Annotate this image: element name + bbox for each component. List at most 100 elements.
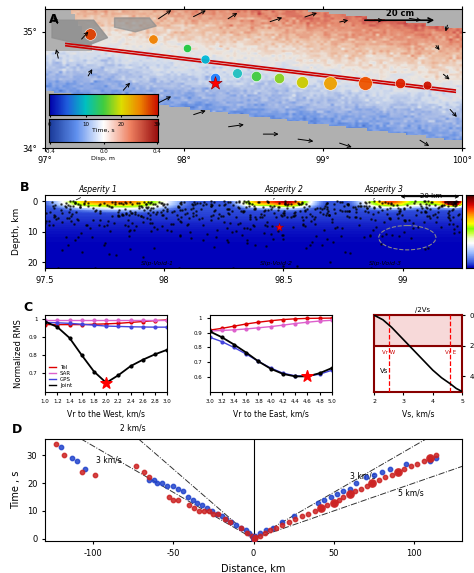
- Point: [279, 234, 287, 244]
- Point: [202, 199, 210, 209]
- Point: [289, 202, 297, 211]
- Point: [107, 203, 115, 212]
- Point: [101, 238, 109, 248]
- Point: [246, 198, 253, 207]
- Point: [186, 227, 194, 237]
- Point: [269, 523, 277, 532]
- Point: [441, 197, 449, 206]
- Point: [402, 459, 410, 468]
- Point: [431, 210, 438, 219]
- Point: [335, 495, 342, 504]
- Point: [330, 498, 337, 507]
- Point: [292, 515, 299, 524]
- Point: [121, 198, 128, 207]
- Point: [136, 203, 143, 213]
- Point: [394, 468, 402, 477]
- Point: [426, 453, 434, 462]
- Point: [311, 204, 319, 213]
- Point: [279, 231, 287, 240]
- Point: [128, 218, 136, 227]
- Point: [109, 203, 116, 212]
- Point: [362, 198, 369, 207]
- Point: [338, 198, 346, 207]
- Point: [198, 214, 206, 223]
- Point: [350, 203, 357, 212]
- Point: [378, 206, 386, 215]
- Point: [330, 199, 337, 209]
- Point: [221, 515, 228, 524]
- Text: Vs: Vs: [380, 368, 388, 374]
- Point: [243, 238, 250, 247]
- Point: [111, 198, 118, 207]
- Point: [455, 227, 463, 237]
- Point: [393, 210, 401, 219]
- Point: [119, 200, 127, 209]
- Point: [115, 208, 122, 217]
- Point: [282, 197, 289, 206]
- Point: [209, 210, 217, 219]
- Point: [181, 204, 189, 213]
- Point: [384, 198, 392, 207]
- Point: [71, 198, 79, 207]
- Point: [275, 222, 283, 231]
- Point: [170, 481, 177, 490]
- Point: [306, 209, 314, 218]
- Point: [331, 208, 339, 217]
- Point: [299, 77, 306, 87]
- Point: [197, 204, 205, 213]
- Point: [287, 199, 295, 208]
- Point: [258, 212, 266, 221]
- Point: [435, 203, 442, 212]
- Point: [128, 208, 136, 217]
- Point: [321, 202, 329, 211]
- Point: [246, 211, 254, 220]
- Point: [91, 207, 99, 216]
- Point: [136, 198, 143, 207]
- Y-axis label: Time , s: Time , s: [11, 471, 21, 509]
- Point: [346, 249, 354, 258]
- Point: [281, 206, 288, 215]
- Point: [240, 223, 248, 233]
- Point: [66, 202, 74, 211]
- Point: [368, 478, 376, 488]
- Point: [50, 211, 58, 220]
- Point: [68, 216, 75, 225]
- Point: [420, 197, 428, 206]
- Point: [243, 235, 251, 244]
- Point: [382, 473, 389, 482]
- Point: [356, 220, 363, 229]
- Point: [328, 214, 336, 223]
- Point: [210, 242, 218, 252]
- Point: [73, 215, 81, 224]
- Point: [296, 199, 303, 209]
- Point: [311, 507, 319, 516]
- Point: [421, 197, 428, 206]
- Point: [181, 210, 188, 219]
- Point: [46, 216, 53, 225]
- Point: [225, 204, 232, 213]
- Point: [146, 198, 154, 207]
- Point: [323, 204, 330, 213]
- Point: [438, 200, 446, 209]
- Point: [96, 208, 103, 217]
- Point: [375, 197, 383, 206]
- Point: [89, 216, 97, 225]
- Point: [86, 30, 93, 39]
- Point: [119, 210, 127, 219]
- Point: [243, 203, 250, 212]
- Point: [226, 218, 233, 227]
- Point: [200, 220, 207, 229]
- Point: [207, 199, 215, 208]
- Point: [61, 202, 68, 211]
- Point: [355, 202, 362, 211]
- Point: [440, 201, 447, 210]
- Point: [140, 212, 147, 221]
- Point: [226, 198, 234, 207]
- Point: [241, 197, 248, 206]
- Point: [102, 378, 110, 387]
- Point: [76, 201, 84, 210]
- Point: [139, 217, 146, 226]
- Point: [375, 201, 383, 210]
- Point: [289, 222, 297, 231]
- Point: [401, 205, 408, 214]
